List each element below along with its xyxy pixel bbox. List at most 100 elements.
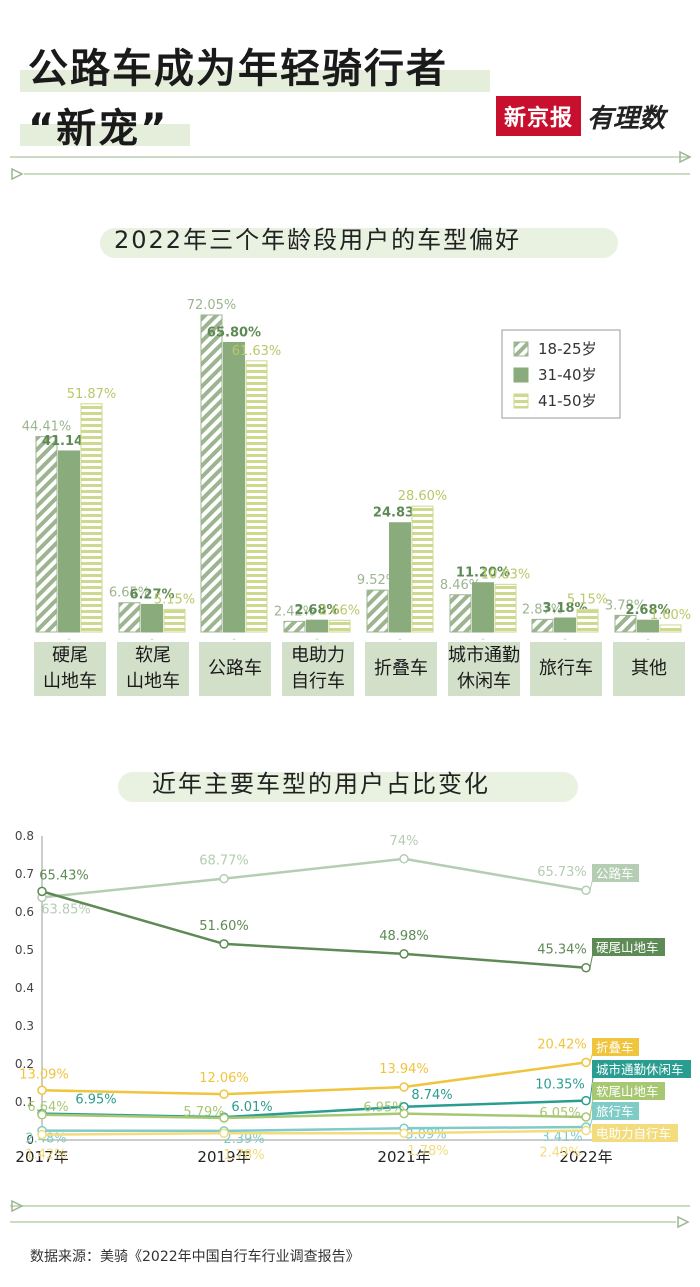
category-pointer bbox=[563, 638, 567, 640]
point-label-0-2: 74% bbox=[390, 834, 419, 849]
point-label-4-2: 6.95% bbox=[363, 1101, 404, 1116]
y-tick-label: 0.6 bbox=[15, 905, 34, 919]
line-1 bbox=[41, 890, 587, 969]
bar-2-2 bbox=[245, 360, 268, 633]
point-label-3-2: 8.74% bbox=[411, 1088, 452, 1103]
point-label-2-1: 12.06% bbox=[199, 1071, 249, 1086]
series-tag-bg-1 bbox=[592, 938, 665, 956]
logo-script-text: 有理数 bbox=[587, 103, 666, 134]
point-label-3-0: 6.95% bbox=[75, 1093, 116, 1108]
point-label-3-3: 10.35% bbox=[535, 1078, 585, 1093]
category-pointer bbox=[646, 638, 650, 640]
bar-0-0 bbox=[35, 436, 58, 633]
line-chart-title-highlight bbox=[118, 772, 578, 802]
bar-label-1-1: 6.27% bbox=[129, 587, 174, 602]
point-0-3 bbox=[581, 885, 591, 895]
series-tag-6: 电助力自行车 bbox=[596, 1126, 671, 1141]
bar-7-2 bbox=[659, 624, 682, 633]
series-tag-5: 旅行车 bbox=[596, 1104, 634, 1119]
bar-category-2: 公路车 bbox=[199, 642, 271, 696]
bar-category-6: 旅行车 bbox=[530, 642, 602, 696]
bar-label-4-0: 9.52% bbox=[357, 573, 398, 588]
bar-label-2-2: 61.63% bbox=[232, 344, 282, 359]
bar-label-2-0: 72.05% bbox=[187, 298, 237, 313]
category-pointer bbox=[315, 638, 319, 640]
bar-label-5-2: 10.83% bbox=[481, 567, 531, 582]
legend-swatch-0 bbox=[513, 341, 529, 357]
series-tag-2: 折叠车 bbox=[596, 1040, 634, 1055]
bar-6-1 bbox=[554, 617, 576, 633]
point-label-5-2: 3.09% bbox=[405, 1127, 446, 1142]
y-tick-label: 0.8 bbox=[15, 829, 34, 843]
bar-chart-legend: 18-25岁 31-40岁 41-50岁 bbox=[501, 329, 621, 419]
series-tag-3: 城市通勤休闲车 bbox=[596, 1062, 684, 1077]
bar-3-2 bbox=[328, 619, 351, 633]
bar-label-3-0: 2.42% bbox=[274, 604, 315, 619]
series-tag-4: 软尾山地车 bbox=[596, 1084, 659, 1099]
category-pointer bbox=[150, 638, 154, 640]
point-2-0 bbox=[37, 1085, 47, 1096]
bar-2-0 bbox=[200, 314, 223, 633]
bar-label-2-1: 65.80% bbox=[207, 325, 261, 340]
bar-label-0-0: 44.41% bbox=[22, 420, 72, 435]
bar-category-5: 城市通勤 休闲车 bbox=[448, 642, 520, 696]
point-0-2 bbox=[399, 854, 409, 864]
logo-red-block: 新京报 bbox=[496, 96, 582, 136]
point-label-0-3: 65.73% bbox=[537, 865, 587, 880]
point-label-1-1: 51.60% bbox=[199, 919, 249, 934]
y-tick-label: 0.3 bbox=[15, 1019, 34, 1033]
line-0 bbox=[41, 857, 587, 899]
series-tag-0: 公路车 bbox=[596, 866, 634, 881]
bar-1-1 bbox=[141, 603, 163, 633]
point-label-2-0: 13.09% bbox=[19, 1067, 69, 1082]
series-tag-bg-6 bbox=[592, 1124, 678, 1142]
point-label-1-0: 65.43% bbox=[39, 868, 89, 883]
point-1-3 bbox=[581, 962, 591, 973]
bar-label-5-0: 8.46% bbox=[440, 578, 481, 593]
line-6 bbox=[41, 1129, 587, 1136]
point-4-0 bbox=[37, 1110, 47, 1120]
bar-category-3: 电助力 自行车 bbox=[282, 642, 354, 696]
bar-chart: 44.41%41.14%51.87%6.65%6.27%5.15%72.05%6… bbox=[22, 298, 691, 640]
point-4-3 bbox=[581, 1112, 591, 1122]
bar-2-1 bbox=[223, 341, 245, 633]
point-3-3 bbox=[581, 1095, 591, 1106]
bar-0-1 bbox=[58, 450, 80, 633]
legend-swatch-2 bbox=[513, 393, 529, 409]
bar-label-6-0: 2.87% bbox=[522, 602, 563, 617]
x-tick-label: 2021年 bbox=[377, 1148, 430, 1166]
brand-logo: 新京报 有理数 bbox=[496, 96, 665, 136]
line-2 bbox=[41, 1061, 587, 1096]
point-6-1 bbox=[219, 1128, 229, 1138]
bar-label-3-2: 2.66% bbox=[319, 603, 360, 618]
bar-5-1 bbox=[472, 582, 494, 633]
series-tag-bg-3 bbox=[592, 1060, 691, 1078]
y-tick-label: 0.4 bbox=[15, 981, 34, 995]
series-tag-bg-5 bbox=[592, 1102, 639, 1120]
bar-1-2 bbox=[163, 608, 186, 633]
point-0-1 bbox=[219, 873, 229, 884]
point-1-1 bbox=[219, 939, 229, 949]
legend-swatch-1 bbox=[513, 367, 529, 383]
bar-category-4: 折叠车 bbox=[365, 642, 437, 696]
bar-label-3-1: 2.68% bbox=[294, 603, 339, 618]
point-label-1-3: 45.34% bbox=[537, 943, 587, 958]
point-6-2 bbox=[399, 1128, 409, 1138]
point-label-6-3: 2.49% bbox=[539, 1146, 580, 1161]
y-tick-label: 0.2 bbox=[15, 1057, 34, 1071]
bar-7-0 bbox=[614, 614, 637, 633]
point-label-4-3: 6.05% bbox=[539, 1106, 580, 1121]
point-label-6-1: 1.78% bbox=[223, 1148, 264, 1163]
x-tick-label: 2017年 bbox=[15, 1148, 68, 1166]
bar-4-0 bbox=[366, 589, 389, 633]
point-6-3 bbox=[581, 1125, 591, 1136]
bar-1-0 bbox=[118, 602, 141, 633]
y-tick-label: 0.1 bbox=[15, 1095, 34, 1109]
point-label-2-2: 13.94% bbox=[379, 1062, 429, 1077]
bar-label-4-2: 28.60% bbox=[398, 489, 448, 504]
y-tick-label: 0.7 bbox=[15, 867, 34, 881]
point-label-0-1: 68.77% bbox=[199, 854, 249, 869]
title-highlight-2 bbox=[20, 124, 190, 146]
line-chart: 0 0.1 0.2 0.3 0.4 0.5 0.6 0.7 0.8 2017年 2019年 2021年… bbox=[15, 829, 691, 1166]
point-label-0-0: 63.85% bbox=[41, 902, 91, 917]
